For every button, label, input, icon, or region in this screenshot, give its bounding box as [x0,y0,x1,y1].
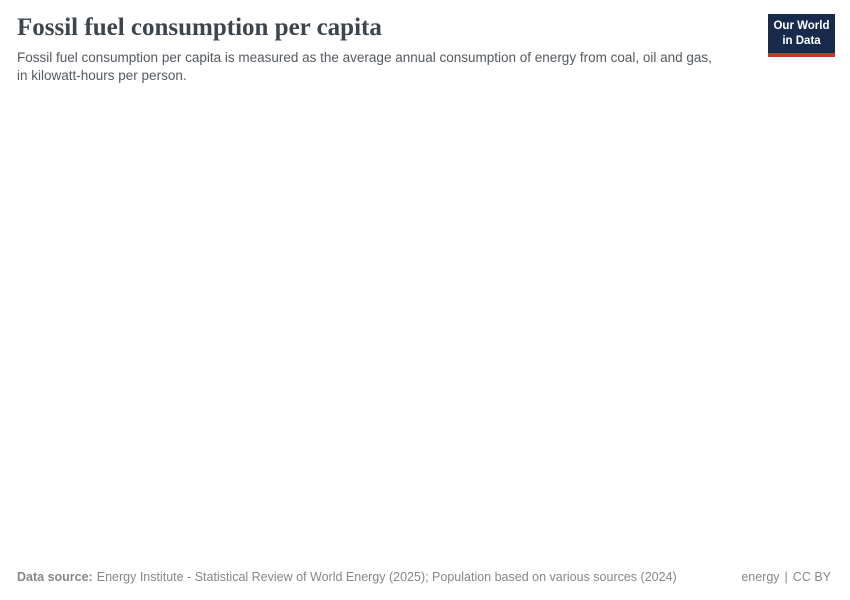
owid-logo[interactable]: Our World in Data [768,14,835,57]
license-area: energy | CC BY [741,570,831,584]
owid-logo-line1: Our World [773,20,830,33]
topic-link[interactable]: energy [741,569,780,584]
data-source-link[interactable]: Energy Institute - Statistical Review of… [96,569,677,584]
chart-subtitle: Fossil fuel consumption per capita is me… [17,50,712,83]
data-source: Data source: Energy Institute - Statistic… [17,570,741,584]
data-source-label: Data source: [17,569,93,584]
chart-header-text: Fossil fuel consumption per capita Fossi… [17,13,768,85]
page-title: Fossil fuel consumption per capita [17,14,382,41]
license-link[interactable]: CC BY [792,569,831,584]
chart-footer: Data source: Energy Institute - Statistic… [0,570,850,600]
chart-area [0,84,850,570]
chart-header: Fossil fuel consumption per capita Fossi… [0,0,850,85]
owid-logo-line2: in Data [782,34,821,47]
license-separator: | [784,569,788,584]
